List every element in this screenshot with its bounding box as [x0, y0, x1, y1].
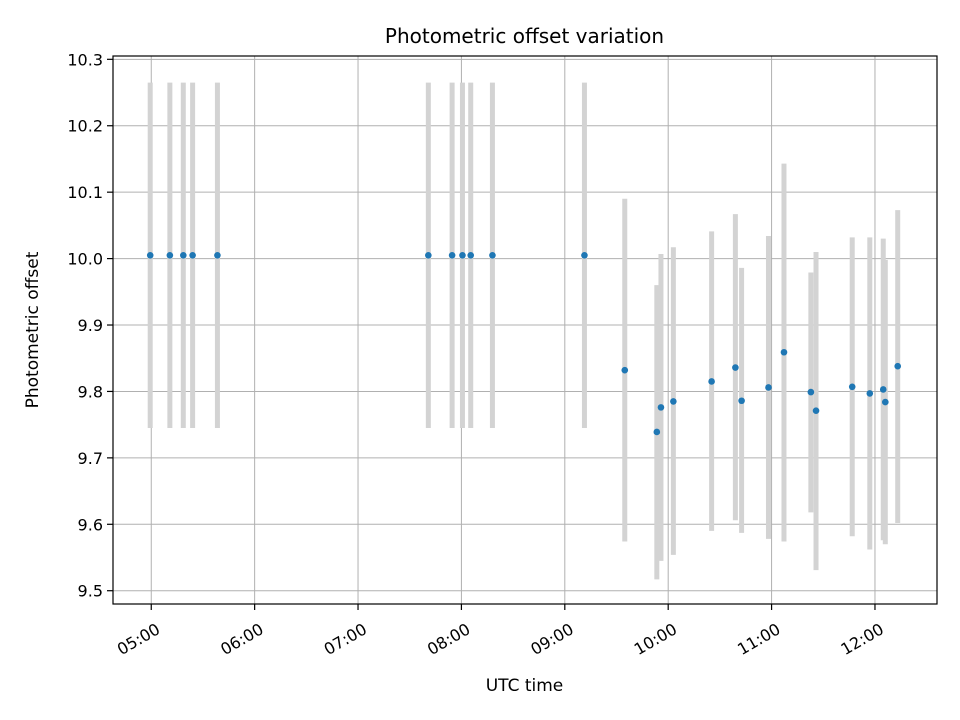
data-point: [708, 378, 715, 385]
data-point: [166, 251, 174, 259]
y-tick-label: 9.9: [78, 316, 103, 335]
y-axis-ticks: 9.5 9.6 9.7 9.8 9.9 10.0 10.1 10.2 10.3: [67, 50, 113, 601]
x-axis-label: UTC time: [486, 676, 564, 696]
data-point: [214, 251, 221, 259]
y-tick-label: 10.0: [67, 250, 103, 269]
data-point: [425, 251, 432, 259]
data-point: [459, 251, 466, 259]
data-point: [189, 251, 196, 259]
data-point: [146, 251, 154, 259]
data-point: [581, 251, 588, 259]
data-point: [780, 348, 788, 356]
y-tick-label: 10.1: [67, 183, 103, 202]
y-tick-label: 10.2: [67, 117, 103, 136]
y-tick-label: 9.7: [78, 449, 103, 468]
data-point: [894, 362, 902, 370]
y-tick-label: 9.6: [78, 515, 103, 534]
data-point: [732, 364, 739, 371]
data-point: [807, 388, 815, 396]
data-point: [670, 398, 677, 405]
y-axis-label: Photometric offset: [23, 251, 43, 408]
data-point: [738, 397, 745, 405]
data-point: [882, 398, 889, 406]
data-point: [489, 251, 496, 259]
y-tick-label: 10.3: [67, 50, 103, 69]
chart-title: Photometric offset variation: [385, 24, 664, 48]
data-point: [467, 251, 475, 259]
data-point: [448, 251, 456, 259]
data-point: [879, 386, 887, 393]
data-point: [812, 407, 820, 415]
data-point: [621, 366, 629, 374]
grid: [113, 56, 937, 604]
y-tick-label: 9.8: [78, 382, 103, 401]
y-tick-label: 9.5: [78, 582, 103, 601]
data-point: [765, 384, 772, 391]
data-point: [657, 404, 665, 411]
data-point: [653, 428, 661, 436]
data-point: [180, 251, 187, 259]
plot-frame: [112, 55, 938, 605]
data-point: [848, 383, 856, 391]
data-points: [146, 251, 902, 436]
data-point: [866, 390, 874, 397]
